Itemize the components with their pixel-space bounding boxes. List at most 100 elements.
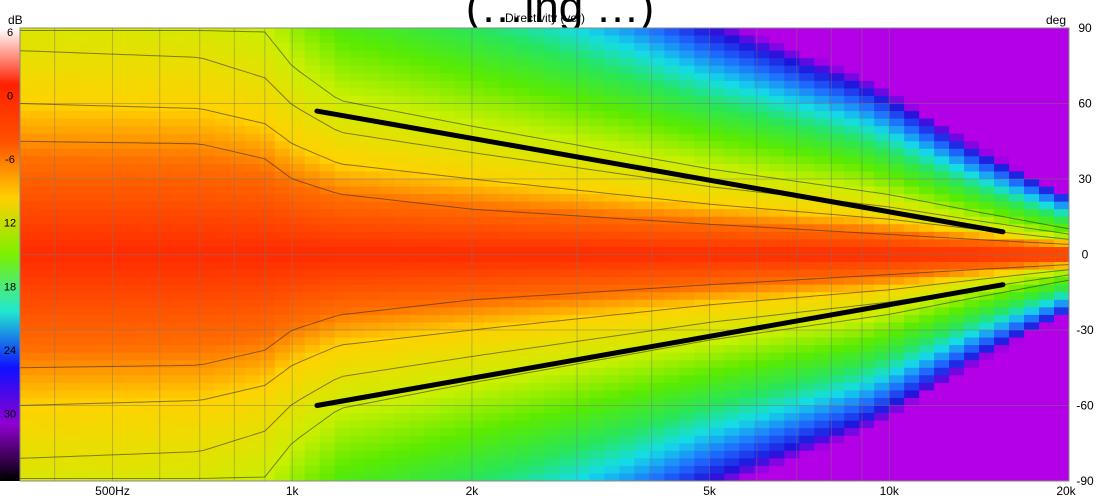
heatmap-cell — [799, 435, 815, 444]
heatmap-cell — [574, 239, 591, 248]
heatmap-cell — [604, 450, 621, 459]
heatmap-cell — [799, 141, 815, 150]
heatmap-cell — [529, 284, 546, 293]
heatmap-cell — [184, 148, 201, 157]
heatmap-cell — [1039, 209, 1055, 218]
heatmap-cell — [334, 352, 351, 361]
heatmap-cell — [709, 443, 725, 452]
heatmap-cell — [334, 194, 351, 203]
heatmap-cell — [319, 420, 336, 429]
heatmap-cell — [979, 111, 995, 120]
heatmap-cell — [934, 224, 950, 233]
heatmap-cell — [919, 73, 935, 82]
heatmap-cell — [514, 28, 531, 37]
heatmap-cell — [589, 314, 606, 324]
heatmap-cell — [34, 156, 51, 165]
heatmap-cell — [409, 465, 426, 475]
heatmap-cell — [1009, 103, 1025, 112]
heatmap-cell — [394, 322, 411, 331]
heatmap-cell — [244, 133, 261, 142]
heatmap-cell — [889, 231, 905, 240]
heatmap-cell — [1054, 413, 1069, 422]
heatmap-cell — [169, 405, 186, 414]
heatmap-cell — [649, 292, 665, 301]
heatmap-cell — [124, 35, 141, 44]
heatmap-cell — [769, 307, 785, 316]
heatmap-cell — [799, 65, 815, 74]
heatmap-cell — [334, 179, 351, 188]
heatmap-cell — [964, 103, 980, 112]
heatmap-cell — [919, 420, 935, 429]
heatmap-cell — [349, 95, 366, 105]
heatmap-cell — [379, 465, 396, 475]
heatmap-cell — [49, 465, 66, 475]
heatmap-cell — [154, 405, 171, 414]
heatmap-cell — [1054, 375, 1069, 384]
heatmap-cell — [634, 413, 650, 422]
heatmap-cell — [154, 307, 171, 316]
heatmap-cell — [844, 224, 860, 233]
heatmap-cell — [994, 50, 1010, 59]
heatmap-cell — [1054, 450, 1069, 459]
heatmap-cell — [709, 360, 725, 369]
heatmap-cell — [484, 337, 501, 346]
heatmap-cell — [139, 443, 156, 452]
heatmap-cell — [934, 390, 950, 399]
heatmap-cell — [904, 262, 920, 271]
heatmap-cell — [409, 269, 426, 278]
heatmap-cell — [994, 209, 1010, 218]
heatmap-cell — [844, 443, 860, 452]
heatmap-cell — [784, 179, 800, 188]
heatmap-cell — [484, 465, 501, 475]
heatmap-cell — [304, 337, 321, 346]
heatmap-cell — [739, 95, 755, 105]
heatmap-cell — [34, 390, 51, 399]
heatmap-cell — [949, 382, 965, 391]
heatmap-cell — [259, 201, 276, 210]
heatmap-cell — [274, 277, 291, 286]
heatmap-cell — [94, 322, 111, 331]
heatmap-cell — [529, 148, 546, 157]
heatmap-cell — [754, 420, 770, 429]
heatmap-cell — [1009, 156, 1025, 165]
heatmap-cell — [79, 239, 96, 248]
heatmap-cell — [394, 360, 411, 369]
heatmap-cell — [379, 43, 396, 52]
heatmap-cell — [289, 435, 306, 444]
heatmap-cell — [439, 458, 456, 467]
heatmap-cell — [124, 390, 141, 399]
heatmap-cell — [244, 95, 261, 105]
heatmap-cell — [769, 443, 785, 452]
heatmap-cell — [859, 246, 875, 256]
heatmap-cell — [154, 330, 171, 339]
heatmap-cell — [139, 163, 156, 173]
heatmap-cell — [739, 179, 755, 188]
heatmap-cell — [589, 246, 606, 256]
heatmap-cell — [934, 284, 950, 293]
heatmap-cell — [649, 420, 665, 429]
heatmap-cell — [859, 28, 875, 37]
heatmap-cell — [304, 111, 321, 120]
heatmap-cell — [259, 330, 276, 339]
heatmap-cell — [814, 458, 830, 467]
heatmap-cell — [799, 465, 815, 475]
heatmap-cell — [739, 307, 755, 316]
heatmap-cell — [559, 43, 576, 52]
heatmap-cell — [139, 156, 156, 165]
heatmap-cell — [1039, 118, 1055, 127]
heatmap-cell — [859, 292, 875, 301]
heatmap-cell — [874, 337, 890, 346]
heatmap-cell — [79, 103, 96, 112]
heatmap-cell — [94, 382, 111, 391]
heatmap-cell — [934, 345, 950, 354]
heatmap-cell — [304, 224, 321, 233]
heatmap-cell — [604, 405, 621, 414]
heatmap-cell — [829, 209, 845, 218]
heatmap-cell — [274, 307, 291, 316]
heatmap-cell — [964, 435, 980, 444]
heatmap-cell — [1009, 148, 1025, 157]
heatmap-cell — [424, 103, 441, 112]
heatmap-cell — [229, 390, 246, 399]
heatmap-cell — [799, 148, 815, 157]
heatmap-cell — [784, 141, 800, 150]
